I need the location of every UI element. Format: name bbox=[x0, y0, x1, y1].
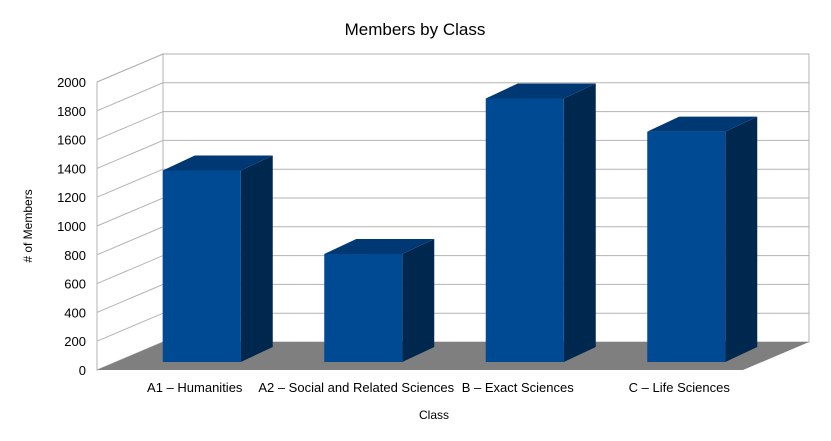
bar-front-face bbox=[485, 98, 564, 362]
y-tick-label: 1200 bbox=[57, 190, 86, 205]
x-tick-label: C – Life Sciences bbox=[629, 380, 731, 395]
bar-side-face bbox=[725, 116, 758, 362]
y-axis-title: # of Members bbox=[21, 189, 35, 262]
bar-top-face bbox=[647, 116, 758, 132]
chart-title: Members by Class bbox=[345, 20, 486, 39]
bar-top-face bbox=[324, 239, 435, 254]
y-tick-label: 0 bbox=[79, 363, 86, 378]
gridline bbox=[96, 82, 809, 112]
y-tick-label: 1800 bbox=[57, 104, 86, 119]
y-tick-label: 1600 bbox=[57, 133, 86, 148]
y-tick-label: 400 bbox=[64, 305, 86, 320]
bar bbox=[324, 239, 435, 362]
bar-side-face bbox=[563, 83, 596, 362]
bar-side-face bbox=[240, 155, 273, 362]
y-tick-label: 200 bbox=[64, 334, 86, 349]
bar-front-face bbox=[647, 131, 726, 362]
floor-plane bbox=[97, 342, 809, 370]
x-tick-label: A2 – Social and Related Sciences bbox=[258, 380, 454, 395]
chart-floor bbox=[97, 342, 809, 370]
x-tick-label: A1 – Humanities bbox=[147, 380, 243, 395]
bar bbox=[485, 83, 596, 362]
bar-front-face bbox=[324, 254, 403, 362]
gridline bbox=[96, 53, 809, 83]
x-tick-labels: A1 – Humanities A2 – Social and Related S… bbox=[147, 380, 730, 395]
bars bbox=[162, 83, 758, 362]
y-tick-label: 800 bbox=[64, 248, 86, 263]
bar-front-face bbox=[162, 170, 241, 362]
y-tick-label: 2000 bbox=[57, 75, 86, 90]
bar bbox=[647, 116, 758, 362]
x-axis-title: Class bbox=[419, 408, 449, 422]
y-tick-label: 600 bbox=[64, 277, 86, 292]
bar bbox=[162, 155, 273, 362]
y-tick-label: 1400 bbox=[57, 161, 86, 176]
bar-top-face bbox=[162, 155, 273, 171]
y-tick-label: 1000 bbox=[57, 219, 86, 234]
x-tick-label: B – Exact Sciences bbox=[462, 380, 574, 395]
bar-side-face bbox=[402, 239, 435, 362]
bar-top-face bbox=[485, 83, 596, 99]
y-tick-labels: 0 200 400 600 800 1000 1200 1400 1600 1800 2000 bbox=[57, 75, 86, 378]
